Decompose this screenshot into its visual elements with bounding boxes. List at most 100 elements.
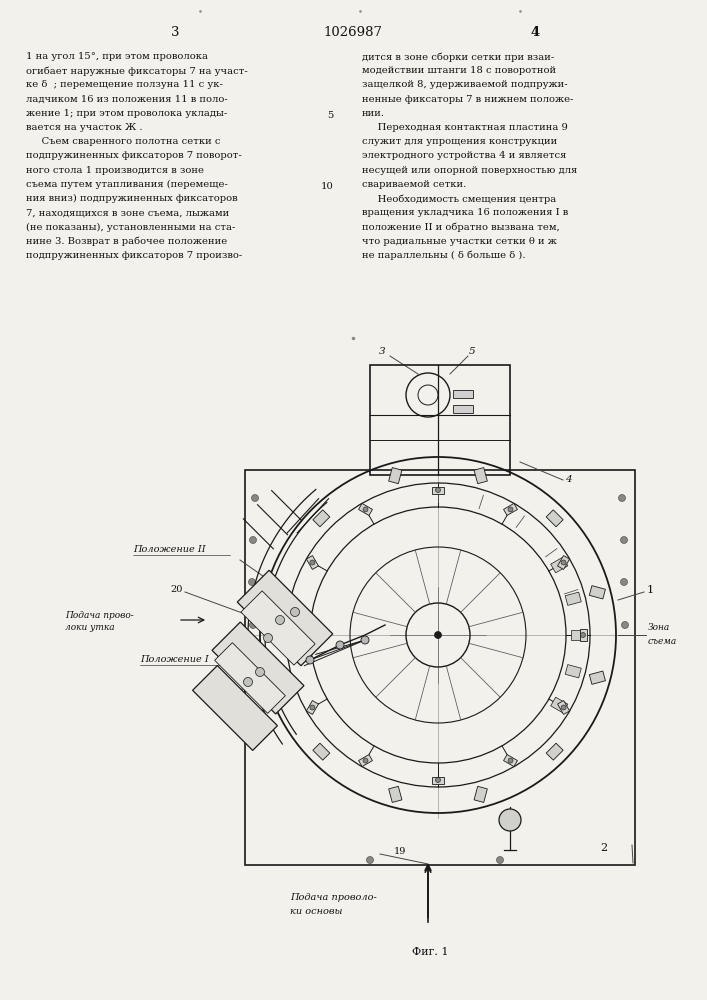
Text: 19: 19 (394, 848, 407, 856)
Polygon shape (432, 776, 444, 784)
Text: ке δ  ; перемещение ползуна 11 с ук-: ке δ ; перемещение ползуна 11 с ук- (26, 80, 223, 89)
Text: Подача прово-: Подача прово- (65, 610, 134, 619)
Text: ки основы: ки основы (290, 907, 342, 916)
Text: 10: 10 (320, 182, 334, 191)
Polygon shape (312, 510, 329, 527)
Circle shape (561, 560, 566, 565)
Text: съема путем утапливания (перемеще-: съема путем утапливания (перемеще- (26, 180, 228, 189)
Circle shape (361, 636, 369, 644)
Text: A: A (240, 686, 247, 694)
Text: 5: 5 (469, 348, 475, 357)
Text: 7, находящихся в зоне съема, лыжами: 7, находящихся в зоне съема, лыжами (26, 208, 229, 217)
Circle shape (264, 634, 272, 643)
Polygon shape (358, 755, 373, 767)
Circle shape (336, 641, 344, 649)
Text: ненные фиксаторы 7 в нижнем положе-: ненные фиксаторы 7 в нижнем положе- (362, 95, 573, 104)
Circle shape (291, 633, 296, 638)
Text: (не показаны), установленными на ста-: (не показаны), установленными на ста- (26, 222, 235, 232)
Text: нине 3. Возврат в рабочее положение: нине 3. Возврат в рабочее положение (26, 237, 227, 246)
Polygon shape (503, 503, 518, 515)
Circle shape (252, 494, 259, 502)
Polygon shape (590, 671, 605, 684)
Text: служит для упрощения конструкции: служит для упрощения конструкции (362, 137, 557, 146)
Text: 1026987: 1026987 (324, 25, 382, 38)
Circle shape (436, 488, 440, 492)
Polygon shape (547, 510, 563, 527)
Text: дится в зоне сборки сетки при взаи-: дится в зоне сборки сетки при взаи- (362, 52, 554, 62)
Polygon shape (215, 643, 286, 713)
Text: ния вниз) подпружиненных фиксаторов: ния вниз) подпружиненных фиксаторов (26, 194, 238, 203)
Circle shape (363, 758, 368, 763)
Text: Фиг. 1: Фиг. 1 (411, 947, 448, 957)
Circle shape (310, 705, 315, 710)
Polygon shape (212, 622, 304, 714)
Circle shape (435, 632, 441, 639)
Polygon shape (571, 630, 585, 640)
Circle shape (366, 856, 373, 863)
Polygon shape (558, 556, 570, 569)
Polygon shape (474, 468, 487, 484)
Text: 4: 4 (565, 476, 572, 485)
Circle shape (250, 621, 257, 629)
Text: локи утка: локи утка (65, 624, 115, 633)
Text: вращения укладчика 16 положения I в: вращения укладчика 16 положения I в (362, 208, 568, 217)
Circle shape (310, 560, 315, 565)
Text: Подача проволо-: Подача проволо- (290, 893, 377, 902)
Text: свариваемой сетки.: свариваемой сетки. (362, 180, 466, 189)
Circle shape (508, 758, 513, 763)
Polygon shape (271, 586, 286, 599)
Text: подпружиненных фиксаторов 7 произво-: подпружиненных фиксаторов 7 произво- (26, 251, 243, 260)
Polygon shape (551, 697, 568, 713)
Text: ного стола 1 производится в зоне: ного стола 1 производится в зоне (26, 166, 204, 175)
Polygon shape (565, 592, 581, 605)
Circle shape (496, 856, 503, 863)
Circle shape (248, 578, 255, 585)
Circle shape (508, 507, 513, 512)
Text: Необходимость смещения центра: Необходимость смещения центра (362, 194, 556, 204)
Polygon shape (565, 665, 581, 678)
Text: положение II и обратно вызвана тем,: положение II и обратно вызвана тем, (362, 222, 560, 232)
Bar (453, 390, 473, 398)
Circle shape (621, 578, 628, 585)
Text: 20: 20 (170, 585, 183, 594)
Text: Зона: Зона (648, 624, 670, 633)
Polygon shape (503, 755, 518, 767)
Polygon shape (558, 701, 570, 714)
Circle shape (436, 778, 440, 782)
Text: модействии штанги 18 с поворотной: модействии штанги 18 с поворотной (362, 66, 556, 75)
Circle shape (243, 678, 252, 686)
Text: что радиальные участки сетки θ и ж: что радиальные участки сетки θ и ж (362, 237, 557, 246)
Bar (370, 365, 510, 475)
Text: ладчиком 16 из положения 11 в поло-: ладчиком 16 из положения 11 в поло- (26, 95, 228, 104)
Polygon shape (389, 786, 402, 802)
Polygon shape (432, 487, 444, 493)
Bar (245, 470, 635, 865)
Circle shape (499, 809, 521, 831)
Text: 1: 1 (647, 585, 654, 595)
Circle shape (255, 668, 264, 676)
Text: не параллельны ( δ больше δ ).: не параллельны ( δ больше δ ). (362, 251, 525, 260)
Circle shape (621, 621, 629, 629)
Polygon shape (271, 671, 286, 684)
Text: Переходная контактная пластина 9: Переходная контактная пластина 9 (362, 123, 568, 132)
Circle shape (250, 536, 257, 544)
Text: несущей или опорной поверхностью для: несущей или опорной поверхностью для (362, 166, 577, 175)
Polygon shape (306, 701, 318, 714)
Text: Положение I: Положение I (140, 656, 209, 664)
Text: огибает наружные фиксаторы 7 на участ-: огибает наружные фиксаторы 7 на участ- (26, 66, 247, 76)
Text: защелкой 8, удерживаемой подпружи-: защелкой 8, удерживаемой подпружи- (362, 80, 568, 89)
Polygon shape (238, 570, 333, 666)
Circle shape (276, 615, 284, 624)
Circle shape (306, 656, 314, 664)
Polygon shape (241, 591, 315, 665)
Text: 2: 2 (600, 843, 607, 853)
Polygon shape (580, 629, 587, 641)
Polygon shape (389, 468, 402, 484)
Circle shape (580, 633, 585, 638)
Text: 3: 3 (379, 348, 385, 357)
Text: 1 на угол 15°, при этом проволока: 1 на угол 15°, при этом проволока (26, 52, 208, 61)
Circle shape (619, 494, 626, 502)
Polygon shape (547, 743, 563, 760)
Polygon shape (312, 743, 329, 760)
Text: 3: 3 (171, 25, 180, 38)
